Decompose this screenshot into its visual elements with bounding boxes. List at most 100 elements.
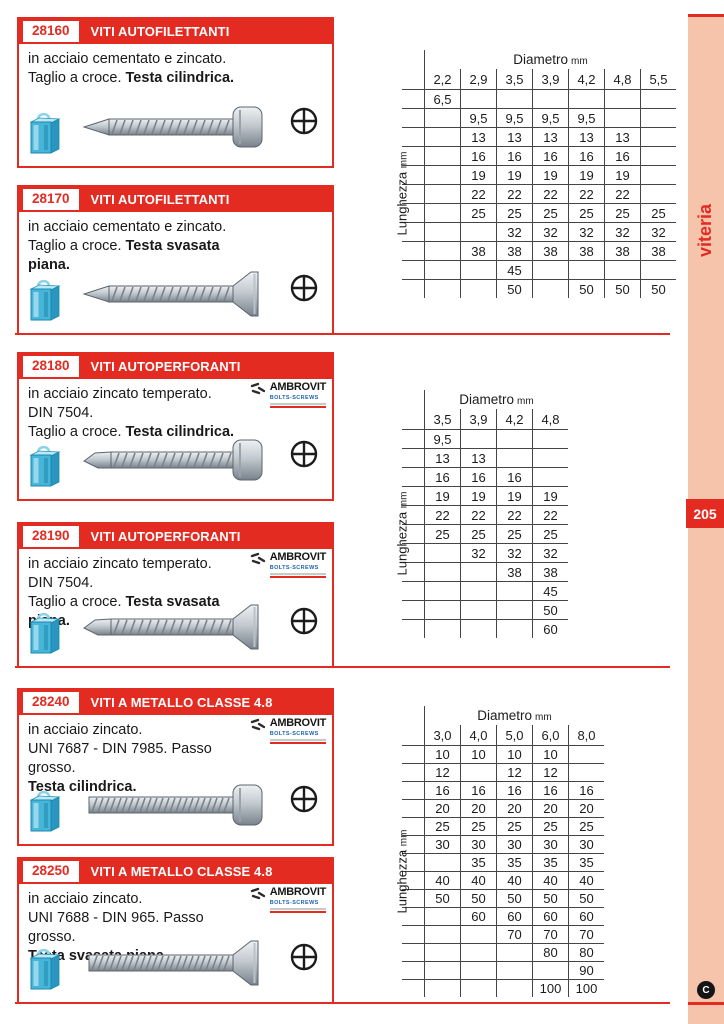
table-cell — [604, 89, 641, 109]
table-cell: 20 — [424, 799, 461, 818]
description-line: Testa cilindrica. — [28, 778, 243, 797]
logo-text: AMBROVIT BOLTS-SCREWS — [269, 886, 327, 913]
table-caption-row: Diametro mm — [402, 50, 676, 69]
table-cell: 16 — [460, 467, 497, 487]
product-code: 28180 — [23, 356, 79, 377]
lunghezza-unit: mm — [398, 491, 410, 509]
table-row: 45 — [402, 581, 568, 601]
table-cell: 35 — [460, 853, 497, 872]
screw-image — [81, 775, 267, 835]
table-row: 38 38 — [402, 562, 568, 582]
table-cell: 19 — [496, 165, 533, 185]
package-box-icon — [29, 445, 61, 487]
diametro-label: Diametro — [513, 52, 569, 67]
table-cell: 16 — [532, 146, 569, 166]
table-cell: 30 — [496, 835, 533, 854]
description-text: UNI 7687 - DIN 7985. Passo grosso. — [28, 741, 212, 777]
gutter-cell — [402, 889, 425, 908]
table-caption-row: Diametro mm — [402, 706, 604, 725]
description-line: Taglio a croce. Testa svasata piana. — [28, 237, 243, 275]
logo-name: AMBROVIT — [269, 886, 327, 898]
table-cell: 38 — [568, 241, 605, 261]
table-row: 50 50 50 50 50 — [402, 889, 604, 908]
table-cell: 32 — [568, 222, 605, 242]
description-text: in acciaio zincato temperato. — [28, 556, 212, 572]
table-row: 60 — [402, 619, 568, 638]
column-header-cell: 6,0 — [532, 725, 569, 746]
table-cell: 80 — [532, 943, 569, 962]
table-row: 16 16 16 16 16 — [402, 146, 676, 166]
logo-name: AMBROVIT — [269, 381, 327, 393]
phillips-drive-icon — [288, 605, 320, 642]
sidebar-bottom-rule — [688, 1002, 724, 1005]
table-cell — [424, 907, 461, 926]
table-cell — [604, 260, 641, 280]
screw-image — [81, 597, 267, 657]
table-row: 70 70 70 — [402, 925, 604, 944]
phillips-drive-icon — [288, 272, 320, 309]
table-cell: 50 — [604, 279, 641, 298]
ambrovit-logo: AMBROVIT BOLTS-SCREWS — [250, 718, 326, 744]
table-cell: 38 — [640, 241, 676, 261]
lunghezza-label-text: Lunghezza mm — [394, 491, 410, 576]
table-cell — [424, 961, 461, 980]
lunghezza-unit: mm — [398, 151, 410, 169]
table-cell — [496, 600, 533, 620]
logo-name: AMBROVIT — [269, 551, 327, 563]
table-cell: 12 — [532, 763, 569, 782]
table-cell: 25 — [460, 524, 497, 544]
gutter-cell — [402, 619, 425, 638]
table-cell: 25 — [460, 817, 497, 836]
column-header-cell: 2,2 — [424, 69, 461, 90]
description-text: Taglio a croce. — [28, 594, 126, 611]
table-caption: Diametro mm — [424, 390, 568, 409]
table-cell: 10 — [460, 745, 497, 764]
table-cell: 60 — [568, 907, 604, 926]
table-cell: 19 — [460, 486, 497, 506]
table-cell: 38 — [460, 241, 497, 261]
gutter-cell — [402, 184, 425, 204]
table-cell: 38 — [532, 241, 569, 261]
diametro-unit: mm — [517, 396, 534, 407]
table-cell: 40 — [532, 871, 569, 890]
gutter-cell — [402, 524, 425, 544]
description-line: in acciaio zincato. — [28, 721, 243, 740]
screw-image — [88, 784, 263, 826]
product-title: VITI A METALLO CLASSE 4.8 — [90, 864, 273, 879]
package-box-icon — [29, 279, 61, 321]
table-cell: 10 — [532, 745, 569, 764]
gutter-cell — [402, 745, 425, 764]
column-header-cell: 3,5 — [496, 69, 533, 90]
screw-image — [81, 97, 267, 157]
table-cell: 70 — [496, 925, 533, 944]
description-line: in acciaio cementato e zincato. — [28, 50, 243, 69]
group-divider — [15, 1002, 670, 1004]
table-cell: 20 — [532, 799, 569, 818]
group-divider — [15, 333, 670, 335]
package-box-icon — [29, 112, 61, 154]
description-text: DIN 7504. — [28, 405, 94, 422]
table-cell: 19 — [424, 486, 461, 506]
column-header-cell: 3,5 — [424, 409, 461, 430]
table-cell: 32 — [460, 543, 497, 563]
table-cell: 13 — [604, 127, 641, 147]
table-row: 32 32 32 — [402, 543, 568, 563]
gutter-cell — [402, 146, 425, 166]
column-header-cell: 5,5 — [640, 69, 676, 90]
table-cell: 9,5 — [532, 108, 569, 128]
package-box-icon — [29, 612, 61, 654]
table-cell: 13 — [460, 448, 497, 468]
table-cell: 25 — [424, 817, 461, 836]
section-header: 28240 VITI A METALLO CLASSE 4.8 — [19, 690, 332, 715]
screw-image — [81, 933, 267, 993]
dimensions-grid: Diametro mm 3,5 3,9 4,2 4,8 9,5 13 13 16 16 16 19 19 1… — [402, 390, 568, 638]
description-text: UNI 7688 - DIN 965. Passo grosso. — [28, 910, 204, 946]
product-description: in acciaio zincato. UNI 7688 - DIN 965. P… — [28, 890, 243, 967]
product-title: VITI AUTOPERFORANTI — [90, 359, 241, 374]
publisher-letter: C — [702, 984, 710, 996]
table-cell — [424, 165, 461, 185]
table-cell: 9,5 — [460, 108, 497, 128]
table-cell: 19 — [460, 165, 497, 185]
table-cell: 32 — [604, 222, 641, 242]
table-cell — [532, 279, 569, 298]
